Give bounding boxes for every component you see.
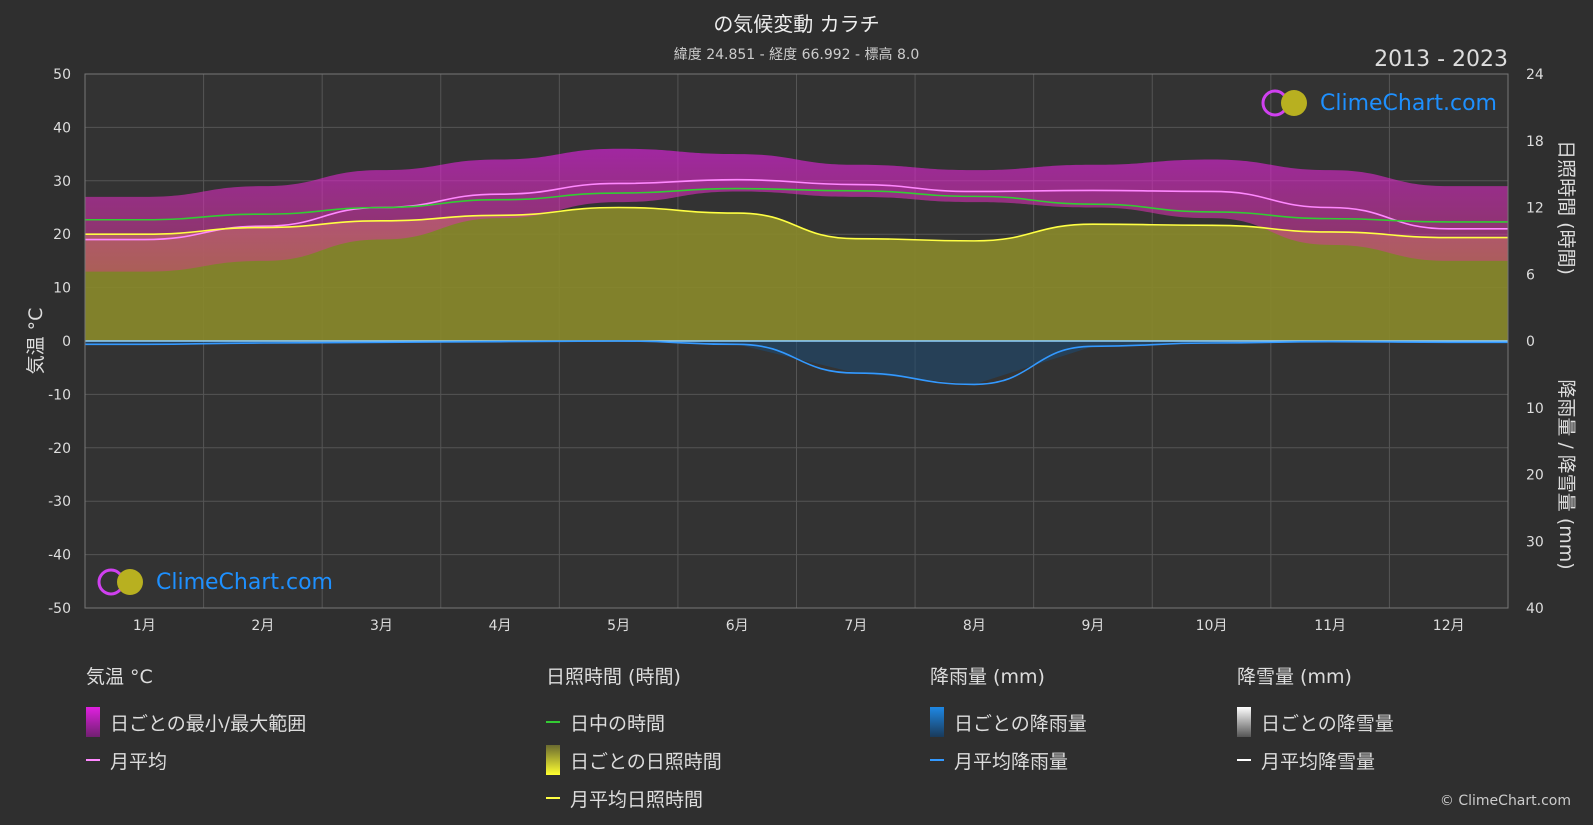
legend-item: 日ごとの最小/最大範囲 [86,703,306,741]
climechart-logo-icon [97,568,143,596]
legend-temp-title: 気温 °C [86,666,153,688]
rain-area [85,341,1508,385]
legend-item-label: 日ごとの降雪量 [1261,712,1394,735]
temp-avg-swatch [86,759,100,761]
legend-item: 月平均 [86,741,306,779]
legend-item: 日ごとの降雪量 [1237,703,1394,741]
legend-rain: 降雨量 (mm) 日ごとの降雨量 月平均降雨量 [930,662,1087,779]
y-tick-label-rain: 20 [1526,468,1544,484]
brand-name-top: ClimeChart.com [1320,90,1497,116]
y-tick-label-rain: 30 [1526,534,1544,550]
x-tick-label: 3月 [370,618,393,634]
y-tick-label-temp: 50 [53,67,71,83]
x-tick-label: 6月 [726,618,749,634]
legend-sunshine: 日照時間 (時間) 日中の時間 日ごとの日照時間 月平均日照時間 [546,662,722,817]
brand-logo-bottom[interactable]: ClimeChart.com [96,567,333,597]
x-tick-label: 9月 [1081,618,1104,634]
x-tick-label: 11月 [1314,618,1346,634]
legend-item-label: 月平均降雨量 [954,750,1069,773]
series-line [85,206,1508,242]
x-tick-label: 8月 [963,618,986,634]
y-tick-label-sun: 24 [1526,67,1544,83]
climechart-logo-icon [1261,89,1307,117]
legend-rain-title: 降雨量 (mm) [930,666,1045,688]
legend-item-label: 日中の時間 [570,712,666,735]
legend-item: 月平均降雨量 [930,741,1087,779]
y-tick-label-temp: 20 [53,227,71,243]
series-line [84,187,1508,223]
legend-item-label: 日ごとの降雨量 [954,712,1087,735]
legend-item: 日ごとの降雨量 [930,703,1087,741]
sunshine-avg-swatch [546,797,560,799]
y-tick-label-sun: 0 [1526,334,1535,350]
series-line [85,178,1508,241]
rain-avg-swatch [930,759,944,761]
legend-item: 月平均降雪量 [1237,741,1394,779]
y-tick-label-temp: -50 [48,601,71,617]
x-tick-label: 12月 [1433,618,1465,634]
y-tick-label-temp: 10 [53,281,71,297]
legend-item-label: 日ごとの最小/最大範囲 [110,712,307,735]
period-label: 2013 - 2023 [1374,47,1508,72]
copyright: © ClimeChart.com [1439,793,1571,809]
y-tick-label-temp: -10 [48,387,71,403]
y-axis-title-sun: 日照時間 (時間) [1555,140,1577,275]
legend-item: 日ごとの日照時間 [546,741,722,779]
legend-item-label: 日ごとの日照時間 [570,750,722,773]
daylight-swatch [546,721,560,723]
y-tick-label-temp: 40 [53,120,71,136]
temp-range-band [85,148,1508,272]
snow-swatch [1237,707,1251,737]
chart-title: の気候変動 カラチ [713,12,880,36]
x-tick-label: 5月 [607,618,630,634]
x-tick-label: 7月 [844,618,867,634]
x-tick-label: 4月 [489,618,512,634]
legend-item-label: 月平均 [110,750,168,773]
y-tick-label-temp: 0 [62,334,71,350]
legend-snow: 降雪量 (mm) 日ごとの降雪量 月平均降雪量 [1237,662,1394,779]
x-tick-label: 1月 [133,618,156,634]
series-line [85,340,1508,386]
y-tick-label-sun: 6 [1526,267,1535,283]
chart-subtitle: 緯度 24.851 - 経度 66.992 - 標高 8.0 [673,47,920,63]
y-tick-label-temp: 30 [53,174,71,190]
y-axis-title-temp: 気温 °C [25,308,47,375]
y-axis-title-rain: 降雨量 / 降雪量 (mm) [1555,379,1577,569]
y-tick-label-sun: 12 [1526,201,1544,217]
snow-avg-swatch [1237,759,1251,761]
legend-item: 月平均日照時間 [546,779,722,817]
x-tick-label: 2月 [251,618,274,634]
rain-swatch [930,707,944,737]
y-tick-label-rain: 10 [1526,401,1544,417]
legend-snow-title: 降雪量 (mm) [1237,666,1352,688]
legend-temperature: 気温 °C 日ごとの最小/最大範囲 月平均 [86,662,306,779]
sunshine-area [85,207,1508,341]
temp-range-swatch [86,707,100,737]
y-tick-label-temp: -40 [48,548,71,564]
legend-item-label: 月平均日照時間 [570,788,704,811]
brand-logo-top[interactable]: ClimeChart.com [1260,88,1497,118]
y-tick-label-temp: -30 [48,494,71,510]
legend-item-label: 月平均降雪量 [1261,750,1376,773]
y-tick-label-sun: 18 [1526,134,1544,150]
legend-item: 日中の時間 [546,703,722,741]
y-tick-label-temp: -20 [48,441,71,457]
y-tick-label-rain: 40 [1526,601,1544,617]
legend-sun-title: 日照時間 (時間) [546,666,681,688]
x-tick-label: 10月 [1196,618,1228,634]
sunshine-swatch [546,745,560,775]
plot-border [84,73,1509,609]
brand-name-bottom: ClimeChart.com [156,569,333,595]
